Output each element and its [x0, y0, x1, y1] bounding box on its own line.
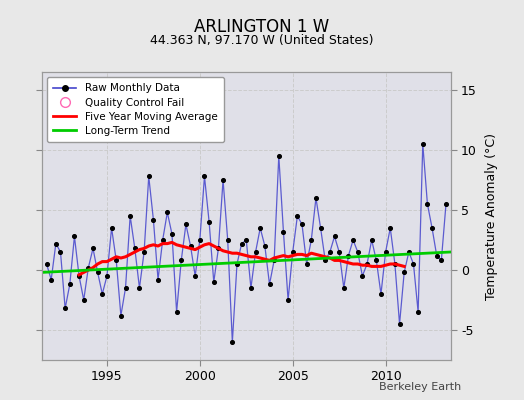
Point [321, 257, 330, 264]
Point [409, 261, 418, 267]
Point [358, 273, 367, 279]
Point [70, 233, 79, 240]
Point [367, 237, 376, 243]
Point [247, 285, 255, 291]
Point [377, 291, 385, 297]
Point [298, 221, 306, 228]
Point [340, 285, 348, 291]
Point [80, 297, 88, 303]
Point [256, 225, 265, 231]
Point [154, 276, 162, 283]
Point [205, 219, 213, 225]
Text: Berkeley Earth: Berkeley Earth [379, 382, 461, 392]
Point [219, 177, 227, 183]
Point [187, 243, 195, 249]
Point [172, 309, 181, 315]
Point [386, 225, 395, 231]
Point [224, 237, 232, 243]
Text: ARLINGTON 1 W: ARLINGTON 1 W [194, 18, 330, 36]
Point [122, 285, 130, 291]
Point [326, 249, 334, 255]
Legend: Raw Monthly Data, Quality Control Fail, Five Year Moving Average, Long-Term Tren: Raw Monthly Data, Quality Control Fail, … [47, 77, 224, 142]
Text: 44.363 N, 97.170 W (United States): 44.363 N, 97.170 W (United States) [150, 34, 374, 47]
Point [168, 231, 176, 237]
Point [275, 153, 283, 159]
Point [126, 213, 134, 219]
Point [279, 228, 288, 235]
Point [312, 195, 320, 201]
Point [200, 173, 209, 180]
Point [195, 237, 204, 243]
Point [237, 240, 246, 247]
Point [289, 249, 297, 255]
Point [414, 309, 422, 315]
Point [75, 273, 83, 279]
Point [270, 257, 278, 264]
Point [432, 252, 441, 259]
Point [84, 264, 93, 271]
Point [400, 269, 408, 276]
Point [210, 279, 218, 285]
Point [302, 261, 311, 267]
Y-axis label: Temperature Anomaly (°C): Temperature Anomaly (°C) [485, 132, 498, 300]
Point [89, 245, 97, 252]
Point [252, 249, 260, 255]
Point [107, 225, 116, 231]
Point [135, 285, 144, 291]
Point [405, 249, 413, 255]
Point [349, 237, 357, 243]
Point [66, 281, 74, 288]
Point [103, 273, 111, 279]
Point [307, 237, 315, 243]
Point [117, 312, 125, 319]
Point [442, 201, 450, 207]
Point [182, 221, 190, 228]
Point [363, 261, 371, 267]
Point [335, 249, 343, 255]
Point [93, 269, 102, 276]
Point [330, 233, 339, 240]
Point [233, 261, 241, 267]
Point [47, 276, 56, 283]
Point [140, 249, 148, 255]
Point [149, 216, 158, 223]
Point [61, 305, 69, 312]
Point [437, 257, 445, 264]
Point [163, 209, 171, 216]
Point [372, 257, 380, 264]
Point [112, 257, 121, 264]
Point [293, 213, 301, 219]
Point [391, 261, 399, 267]
Point [265, 281, 274, 288]
Point [344, 252, 353, 259]
Point [228, 339, 236, 345]
Point [316, 225, 325, 231]
Point [177, 257, 185, 264]
Point [191, 273, 199, 279]
Point [284, 297, 292, 303]
Point [354, 249, 362, 255]
Point [419, 141, 427, 147]
Point [395, 321, 403, 327]
Point [130, 245, 139, 252]
Point [52, 240, 60, 247]
Point [260, 243, 269, 249]
Point [428, 225, 436, 231]
Point [98, 291, 106, 297]
Point [214, 245, 223, 252]
Point [381, 249, 390, 255]
Point [423, 201, 432, 207]
Point [42, 261, 51, 267]
Point [242, 237, 250, 243]
Point [158, 237, 167, 243]
Point [145, 173, 153, 180]
Point [56, 249, 64, 255]
